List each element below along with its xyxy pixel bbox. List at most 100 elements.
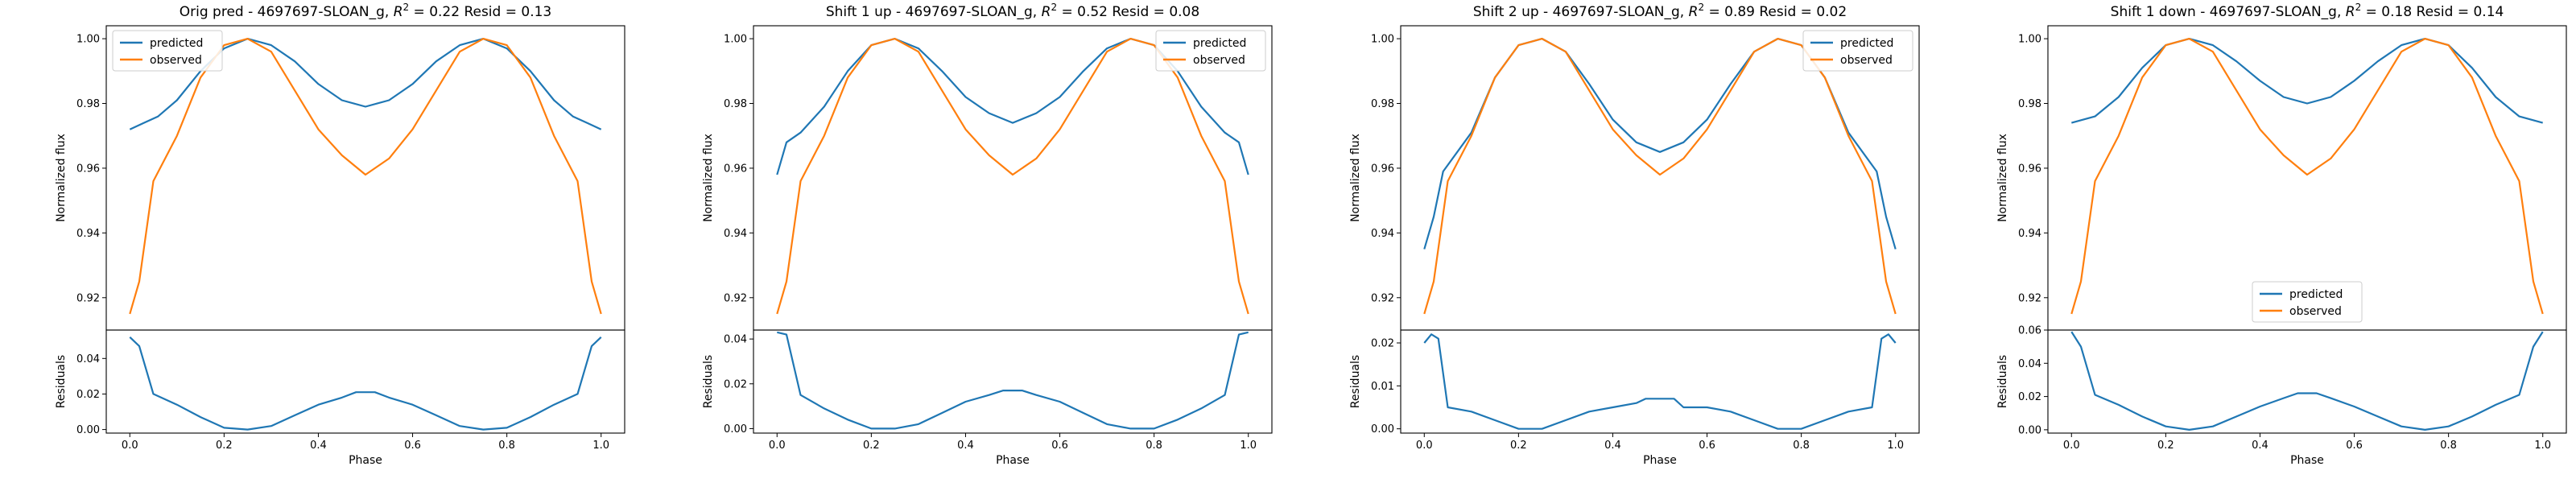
residual-axes-frame <box>105 329 625 434</box>
legend-label-observed: observed <box>2289 305 2342 318</box>
xtick-label: 0.2 <box>1510 440 1527 452</box>
title-prefix: Shift 1 up - 4697697-SLOAN_g, <box>826 4 1042 20</box>
xtick-label: 0.6 <box>404 440 421 452</box>
residuals-axis-label: Residuals <box>1996 355 2009 408</box>
title-r: R <box>394 4 403 20</box>
residual-ytick-label: 0.01 <box>1371 381 1394 393</box>
xtick-label: 0.8 <box>1146 440 1162 452</box>
residual-line <box>1423 333 1897 430</box>
legend-label-observed: observed <box>150 54 202 67</box>
flux-ytick-label: 0.96 <box>2018 163 2041 175</box>
residual-axes-frame <box>2047 329 2567 434</box>
observed-line <box>1423 37 1897 315</box>
xtick-label: 0.4 <box>310 440 327 452</box>
flux-ytick-label: 0.92 <box>1371 292 1394 304</box>
xtick-label: 0.8 <box>498 440 515 452</box>
legend-box <box>112 30 223 72</box>
legend-label-predicted: predicted <box>2289 288 2343 301</box>
x-axis-label: Phase <box>996 454 1030 467</box>
legend-label-predicted: predicted <box>150 37 203 50</box>
legend: predicted observed <box>2252 281 2363 323</box>
flux-ytick-label: 0.92 <box>2018 292 2041 304</box>
xtick-label: 0.6 <box>1699 440 1715 452</box>
legend: predicted observed <box>112 30 223 72</box>
residual-ytick-label: 0.04 <box>2018 358 2041 370</box>
legend-box <box>2252 281 2363 323</box>
legend-label-predicted: predicted <box>1840 37 1893 50</box>
subplot: Shift 1 up - 4697697-SLOAN_g, R2 = 0.52 … <box>702 2 1273 467</box>
x-axis-label: Phase <box>349 454 382 467</box>
flux-ytick-label: 0.96 <box>724 163 747 175</box>
y-axis-label: Normalized flux <box>1996 134 2009 222</box>
y-axis-label: Normalized flux <box>1349 134 1362 222</box>
flux-ytick-label: 1.00 <box>76 34 100 46</box>
title-suffix: = 0.89 Resid = 0.02 <box>1704 4 1847 20</box>
title-superscript: 2 <box>1051 2 1057 13</box>
residual-line <box>2070 331 2544 431</box>
legend-box <box>1155 30 1266 72</box>
xtick-label: 0.6 <box>1051 440 1068 452</box>
xtick-label: 0.6 <box>2346 440 2363 452</box>
residual-ytick-label: 0.00 <box>76 424 100 436</box>
xtick-label: 0.2 <box>863 440 880 452</box>
flux-ytick-label: 0.92 <box>76 292 100 304</box>
residual-ytick-label: 0.04 <box>724 334 747 346</box>
title-suffix: = 0.18 Resid = 0.14 <box>2361 4 2504 20</box>
flux-ytick-label: 0.96 <box>1371 163 1394 175</box>
residual-ytick-label: 0.02 <box>2018 391 2041 403</box>
predicted-line <box>2071 37 2543 124</box>
title-superscript: 2 <box>2355 2 2362 13</box>
subplot: Shift 2 up - 4697697-SLOAN_g, R2 = 0.89 … <box>1349 2 1920 467</box>
residual-ytick-label: 0.00 <box>724 423 747 436</box>
x-axis-label: Phase <box>2290 454 2324 467</box>
title-superscript: 2 <box>403 2 410 13</box>
title-suffix: = 0.52 Resid = 0.08 <box>1057 4 1199 20</box>
y-axis-label: Normalized flux <box>702 134 715 222</box>
residual-ytick-label: 0.04 <box>76 353 100 365</box>
legend: predicted observed <box>1155 30 1266 72</box>
title-r: R <box>1042 4 1051 20</box>
residual-ytick-label: 0.00 <box>2018 424 2041 436</box>
xtick-label: 0.0 <box>122 440 138 452</box>
title-r: R <box>1689 4 1699 20</box>
legend-label-observed: observed <box>1193 54 1245 67</box>
chart-title: Orig pred - 4697697-SLOAN_g, R2 = 0.22 R… <box>180 2 551 20</box>
subplot: Shift 1 down - 4697697-SLOAN_g, R2 = 0.1… <box>1996 2 2567 467</box>
xtick-label: 0.4 <box>957 440 974 452</box>
legend-label-observed: observed <box>1840 54 1893 67</box>
residual-line <box>777 331 1249 430</box>
title-superscript: 2 <box>1698 2 1704 13</box>
legend: predicted observed <box>1802 30 1913 72</box>
flux-ytick-label: 0.92 <box>724 292 747 304</box>
flux-ytick-label: 0.94 <box>1371 228 1394 240</box>
xtick-label: 0.0 <box>769 440 786 452</box>
residuals-axis-label: Residuals <box>55 355 68 408</box>
flux-ytick-label: 0.98 <box>1371 98 1394 110</box>
subplot: Orig pred - 4697697-SLOAN_g, R2 = 0.22 R… <box>55 2 625 467</box>
title-prefix: Orig pred - 4697697-SLOAN_g, <box>180 4 394 20</box>
xtick-label: 0.2 <box>216 440 233 452</box>
chart-title: Shift 1 down - 4697697-SLOAN_g, R2 = 0.1… <box>2111 2 2504 20</box>
residual-axes-frame <box>1400 329 1920 434</box>
predicted-line <box>129 37 602 130</box>
flux-ytick-label: 0.94 <box>76 228 100 240</box>
residual-ytick-label: 0.02 <box>76 389 100 401</box>
xtick-label: 0.2 <box>2157 440 2174 452</box>
xtick-label: 0.4 <box>1604 440 1621 452</box>
residual-ytick-label: 0.02 <box>724 378 747 390</box>
xtick-label: 0.8 <box>2440 440 2457 452</box>
legend-label-predicted: predicted <box>1193 37 1246 50</box>
xtick-label: 0.0 <box>2063 440 2080 452</box>
legend-box <box>1802 30 1913 72</box>
title-prefix: Shift 1 down - 4697697-SLOAN_g, <box>2111 4 2346 20</box>
flux-ytick-label: 0.96 <box>76 163 100 175</box>
flux-ytick-label: 0.98 <box>2018 98 2041 110</box>
title-suffix: = 0.22 Resid = 0.13 <box>409 4 551 20</box>
residual-ytick-label: 0.00 <box>1371 423 1394 436</box>
flux-ytick-label: 0.94 <box>724 228 747 240</box>
flux-ytick-label: 0.94 <box>2018 228 2041 240</box>
residual-line <box>129 336 602 431</box>
xtick-label: 1.0 <box>592 440 609 452</box>
